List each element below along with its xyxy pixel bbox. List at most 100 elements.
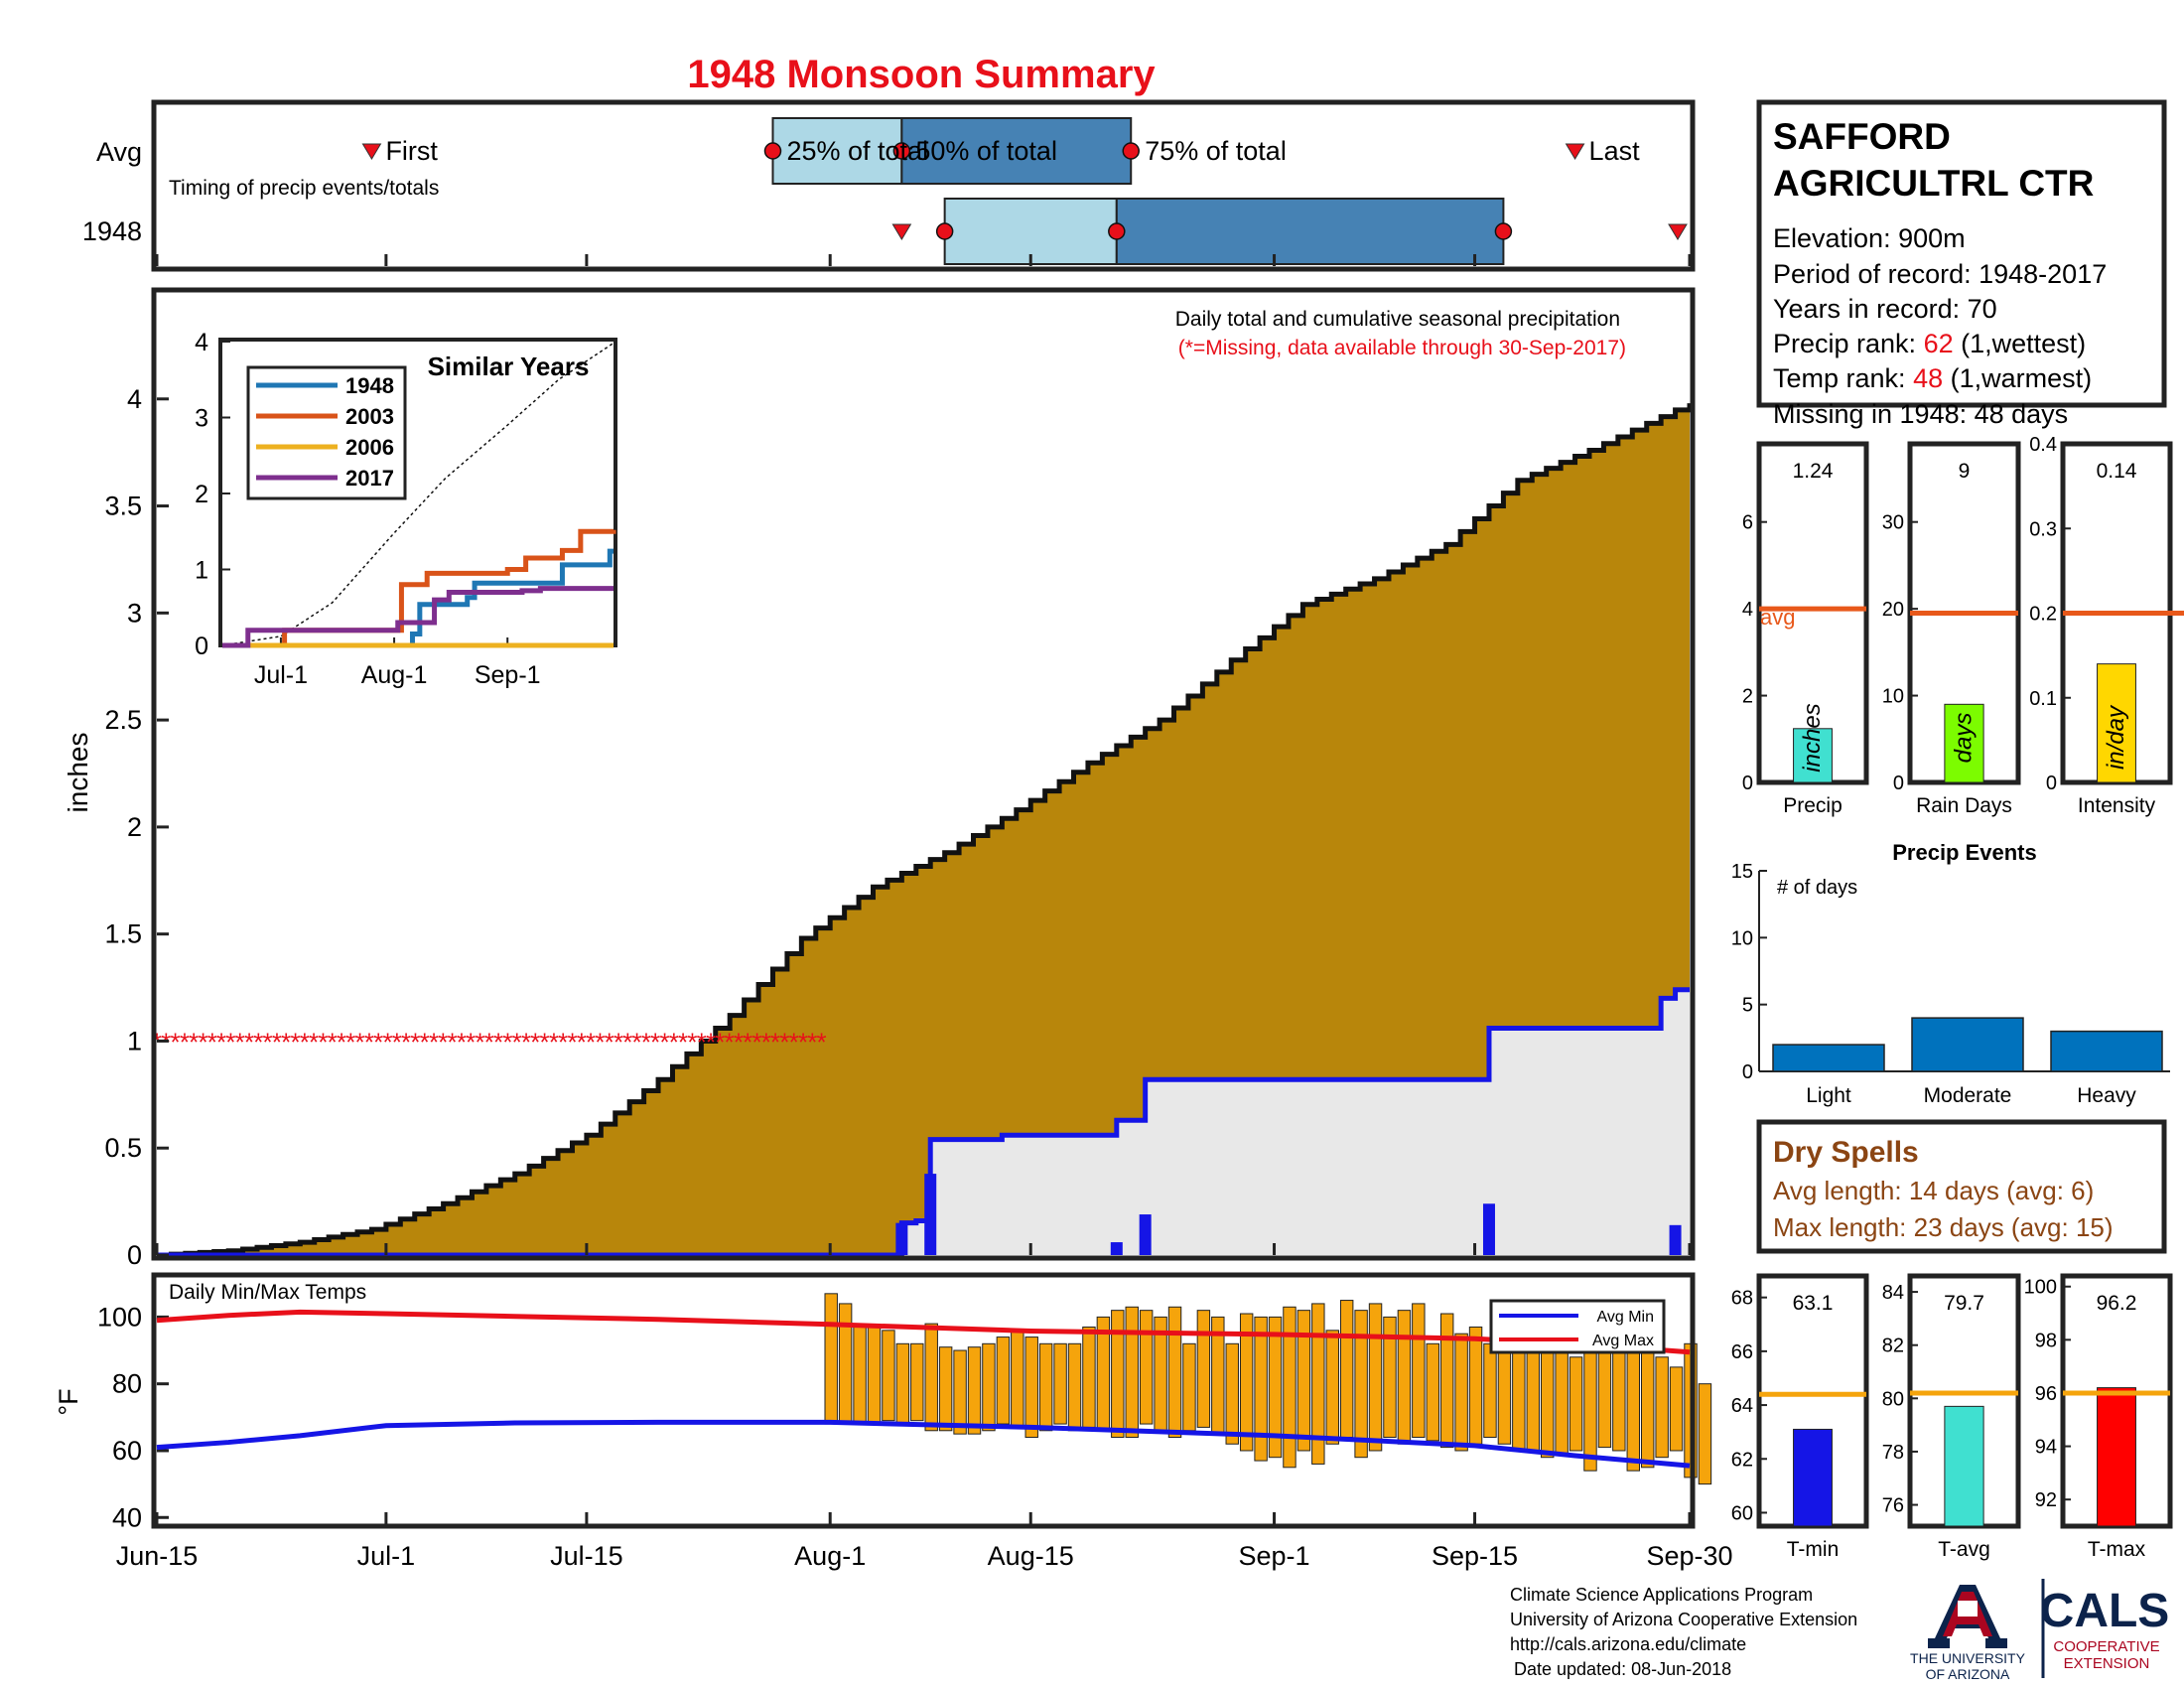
- events-bar-light: [1772, 1044, 1885, 1072]
- date-tick-label: Sep-30: [1646, 1541, 1732, 1571]
- small-chart-precip: 0 2 4 6 1.24 Precip inches avg: [1742, 441, 1869, 817]
- daily-precip-bar: [1110, 1242, 1123, 1255]
- dry-spells-box: Dry Spells Avg length: 14 days (avg: 6) …: [1756, 1119, 2167, 1254]
- missing-marker: *: [235, 1027, 245, 1056]
- events-category-moderate: Moderate: [1924, 1084, 2012, 1107]
- daily-temp-range-bar: [1011, 1330, 1024, 1428]
- university-of-arizona-logo: THE UNIVERSITY OF ARIZONA: [1910, 1585, 2026, 1682]
- small-y-tick-label: 78: [1882, 1442, 1904, 1464]
- date-tick-label: Jul-15: [550, 1541, 623, 1571]
- daily-temp-range-bar: [1397, 1310, 1412, 1445]
- dry-spells-max-length: Max length: 23 days (avg: 15): [1773, 1212, 2114, 1242]
- quartile-box-25-50: [771, 117, 903, 185]
- daily-temp-range-bar: [1082, 1326, 1096, 1428]
- missing-marker: *: [225, 1027, 235, 1056]
- quartile-marker: [763, 142, 782, 160]
- small-y-tick-label: 84: [1882, 1282, 1904, 1304]
- quartile-marker: [1108, 222, 1126, 240]
- missing-marker: *: [180, 1027, 190, 1056]
- missing-marker: *: [789, 1027, 799, 1056]
- quartile-box-50-75: [900, 117, 1133, 185]
- precip-panel: * * * * * * * * * * * * * * * * * * * * * * * * * * * * * * * * * * * * * * * *…: [63, 287, 1696, 1270]
- quartile-marker: [1494, 222, 1513, 240]
- precip-y-tick-label: 1.5: [104, 919, 142, 949]
- daily-temp-range-bar: [1655, 1356, 1669, 1459]
- inset-y-tick-label: 1: [195, 557, 208, 585]
- date-tick-label: Sep-15: [1432, 1541, 1518, 1571]
- missing-marker: *: [253, 1027, 263, 1056]
- daily-temp-range-bar: [1325, 1330, 1339, 1445]
- events-category-light: Light: [1806, 1084, 1851, 1107]
- date-tick-label: Aug-15: [988, 1541, 1074, 1571]
- small-y-tick-label: 80: [1882, 1388, 1904, 1410]
- daily-temp-range-bar: [1311, 1303, 1325, 1465]
- missing-marker: *: [337, 1027, 346, 1056]
- temperature-legend-box: [1489, 1299, 1666, 1354]
- dry-spells-frame: [1756, 1119, 2167, 1254]
- missing-marker: *: [715, 1027, 725, 1056]
- missing-marker: *: [484, 1027, 494, 1056]
- small-x-label: T-avg: [1938, 1538, 1990, 1561]
- small-chart-t-max: 92 94 96 98 100 96.2 T-max: [2024, 1273, 2173, 1561]
- small-x-label: T-max: [2088, 1538, 2146, 1561]
- daily-temp-range-bar: [1225, 1342, 1239, 1445]
- small-chart-t-avg: 76 78 80 82 84 79.7 T-avg: [1882, 1273, 2021, 1561]
- small-value-bar: [2097, 663, 2136, 783]
- daily-temp-range-bar: [1612, 1349, 1626, 1452]
- small-value-label: 63.1: [1793, 1292, 1834, 1315]
- small-x-label: Precip: [1783, 794, 1843, 817]
- precip-y-tick-label: 3: [127, 598, 142, 628]
- inset-y-tick-label: 3: [195, 405, 208, 433]
- missing-marker: *: [272, 1027, 282, 1056]
- events-y-tick-label: 15: [1731, 861, 1753, 883]
- small-value-label: 9: [1959, 460, 1971, 483]
- quartile-marker: [1122, 142, 1140, 160]
- inset-x-tick-label: Sep-1: [475, 661, 541, 689]
- missing-marker: *: [817, 1027, 827, 1056]
- footer-url[interactable]: http://cals.arizona.edu/climate: [1510, 1634, 1746, 1654]
- small-y-tick-label: 64: [1731, 1395, 1753, 1417]
- last-event-marker: [1565, 143, 1585, 160]
- missing-marker: *: [198, 1027, 207, 1056]
- precip-y-axis-label: inches: [63, 733, 93, 813]
- missing-marker: *: [438, 1027, 448, 1056]
- small-value-label: 79.7: [1944, 1292, 1984, 1315]
- avg-cumulative-area: [157, 403, 1690, 1256]
- small-x-label: Rain Days: [1916, 794, 2012, 817]
- small-unit-label: in/day: [2103, 704, 2129, 770]
- small-chart-rain-days: 0 10 20 30 9 Rain Days days: [1882, 441, 2021, 817]
- daily-temp-range-bar: [1412, 1303, 1426, 1439]
- missing-marker: *: [669, 1027, 679, 1056]
- missing-marker: *: [641, 1027, 651, 1056]
- missing-marker: *: [392, 1027, 402, 1056]
- missing-marker: *: [401, 1027, 411, 1056]
- daily-temp-range-bar: [1512, 1336, 1526, 1452]
- inset-y-tick-label: 2: [195, 481, 208, 508]
- daily-temp-range-bar: [1038, 1342, 1053, 1432]
- daily-temp-range-bar: [1167, 1306, 1182, 1439]
- small-value-bar: [2097, 1387, 2136, 1527]
- small-y-tick-label: 76: [1882, 1495, 1904, 1517]
- small-y-tick-label: 0: [1742, 773, 1753, 794]
- daily-temp-range-bar: [1297, 1310, 1311, 1452]
- events-y-tick-label: 10: [1731, 927, 1753, 949]
- precip-y-tick-label: 4: [127, 384, 142, 414]
- small-y-tick-label: 0: [1893, 773, 1904, 794]
- small-y-tick-label: 62: [1731, 1449, 1753, 1471]
- temp-y-tick-label: 100: [97, 1302, 142, 1332]
- footer-date-updated: Date updated: 08-Jun-2018: [1514, 1659, 1731, 1679]
- small-y-tick-label: 0.1: [2029, 688, 2057, 710]
- station-years: Years in record: 70: [1773, 294, 1997, 324]
- daily-temp-range-bar: [1067, 1342, 1082, 1432]
- daily-temp-range-bar: [938, 1346, 953, 1432]
- year-cumulative-area: [157, 989, 1690, 1255]
- missing-marker: *: [171, 1027, 181, 1056]
- missing-marker: *: [448, 1027, 458, 1056]
- small-chart-t-min: 60 62 64 66 68 63.1 T-min: [1731, 1273, 1869, 1561]
- missing-marker: *: [300, 1027, 310, 1056]
- daily-precip-bar: [1482, 1203, 1495, 1255]
- daily-temp-range-bar: [1468, 1326, 1483, 1445]
- missing-marker: *: [530, 1027, 540, 1056]
- daily-temp-range-bar: [824, 1293, 838, 1425]
